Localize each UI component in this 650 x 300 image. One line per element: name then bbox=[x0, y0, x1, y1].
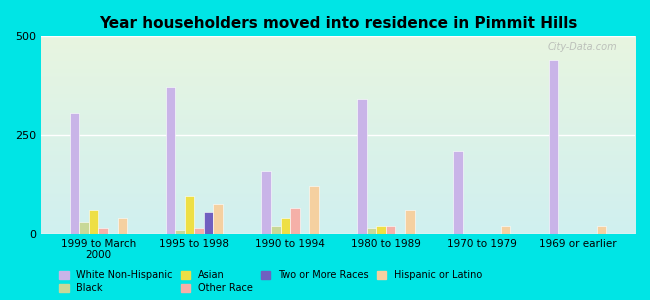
Bar bbox=[281, 218, 290, 234]
Bar bbox=[79, 222, 89, 234]
Bar bbox=[175, 230, 185, 234]
Legend: White Non-Hispanic, Black, Asian, Other Race, Two or More Races, Hispanic or Lat: White Non-Hispanic, Black, Asian, Other … bbox=[57, 268, 484, 295]
Bar bbox=[89, 210, 98, 234]
Bar bbox=[118, 218, 127, 234]
Title: Year householders moved into residence in Pimmit Hills: Year householders moved into residence i… bbox=[99, 16, 577, 31]
Bar bbox=[357, 99, 367, 234]
Bar bbox=[194, 228, 204, 234]
Text: City-Data.com: City-Data.com bbox=[547, 42, 618, 52]
Bar bbox=[261, 171, 271, 234]
Bar bbox=[290, 208, 300, 234]
Bar bbox=[453, 151, 463, 234]
Bar bbox=[204, 212, 213, 234]
Bar bbox=[367, 228, 376, 234]
Bar bbox=[376, 226, 386, 234]
Bar bbox=[386, 226, 395, 234]
Bar bbox=[98, 228, 108, 234]
Bar bbox=[271, 226, 281, 234]
Bar bbox=[166, 88, 175, 234]
Bar bbox=[213, 204, 223, 234]
Bar bbox=[309, 187, 319, 234]
Bar bbox=[597, 226, 606, 234]
Bar bbox=[405, 210, 415, 234]
Bar bbox=[70, 113, 79, 234]
Bar bbox=[501, 226, 510, 234]
Bar bbox=[549, 60, 558, 234]
Bar bbox=[185, 196, 194, 234]
